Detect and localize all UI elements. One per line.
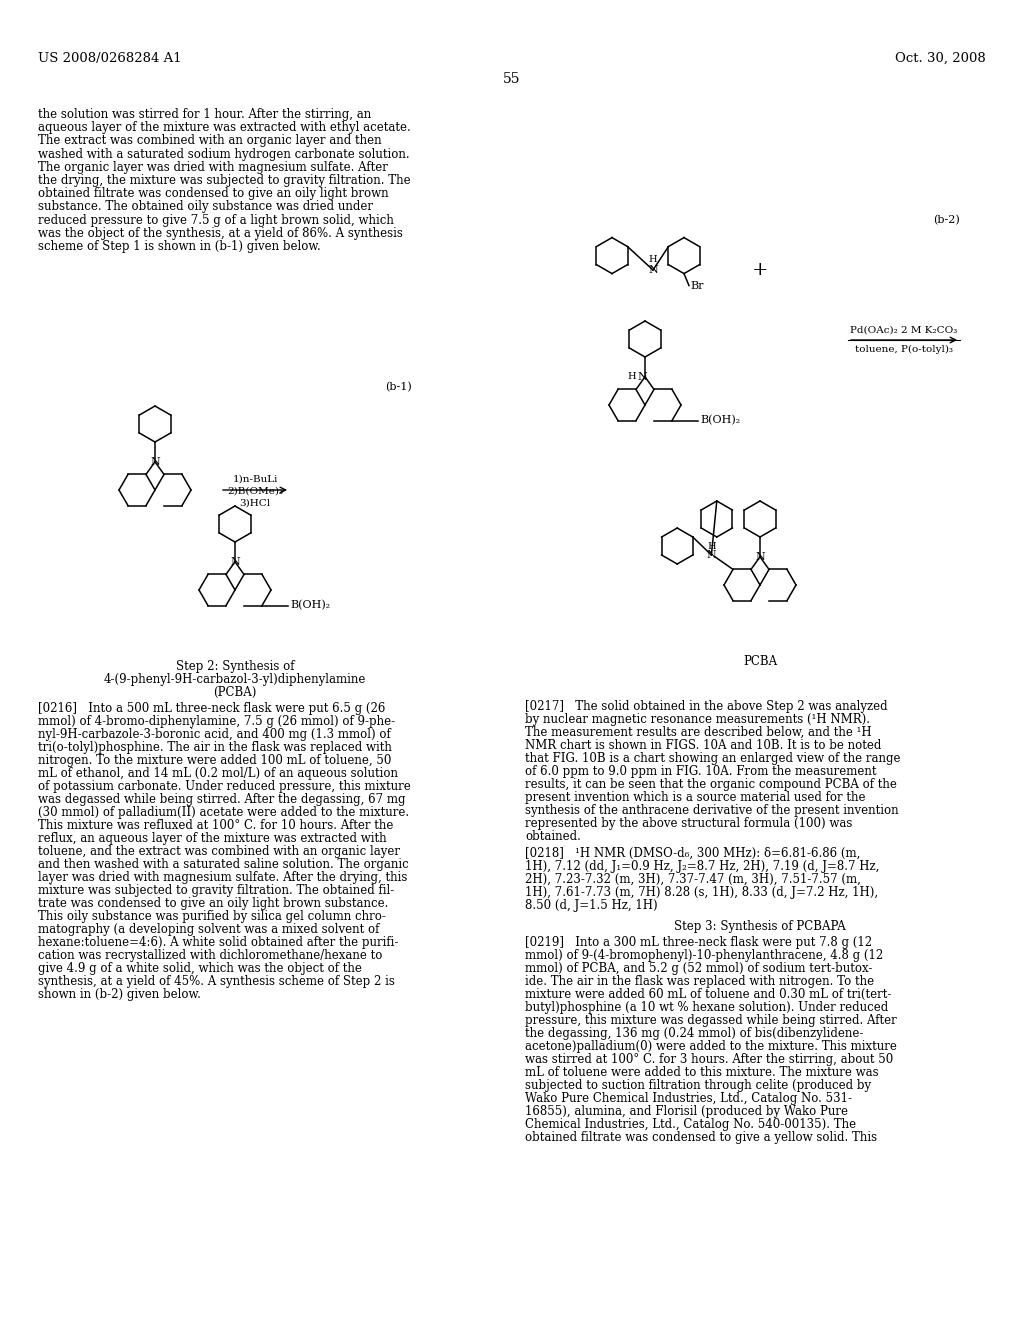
Text: mixture was subjected to gravity filtration. The obtained fil-: mixture was subjected to gravity filtrat… [38,884,394,898]
Text: ide. The air in the flask was replaced with nitrogen. To the: ide. The air in the flask was replaced w… [525,975,874,987]
Text: N: N [755,552,765,562]
Text: acetone)palladium(0) were added to the mixture. This mixture: acetone)palladium(0) were added to the m… [525,1040,897,1053]
Text: 2)B(OMe)₃: 2)B(OMe)₃ [227,487,283,496]
Text: obtained.: obtained. [525,830,581,843]
Text: 2H), 7.23-7.32 (m, 3H), 7.37-7.47 (m, 3H), 7.51-7.57 (m,: 2H), 7.23-7.32 (m, 3H), 7.37-7.47 (m, 3H… [525,873,861,886]
Text: substance. The obtained oily substance was dried under: substance. The obtained oily substance w… [38,201,373,214]
Text: 3)HCl: 3)HCl [240,499,270,508]
Text: [0217]   The solid obtained in the above Step 2 was analyzed: [0217] The solid obtained in the above S… [525,700,888,713]
Text: nyl-9H-carbazole-3-boronic acid, and 400 mg (1.3 mmol) of: nyl-9H-carbazole-3-boronic acid, and 400… [38,729,391,741]
Text: N: N [707,550,716,560]
Text: cation was recrystallized with dichloromethane/hexane to: cation was recrystallized with dichlorom… [38,949,382,962]
Text: Step 2: Synthesis of: Step 2: Synthesis of [176,660,294,673]
Text: The organic layer was dried with magnesium sulfate. After: The organic layer was dried with magnesi… [38,161,388,174]
Text: toluene, P(o-tolyl)₃: toluene, P(o-tolyl)₃ [855,345,953,354]
Text: N: N [230,557,240,566]
Text: tri(o-tolyl)phosphine. The air in the flask was replaced with: tri(o-tolyl)phosphine. The air in the fl… [38,741,392,754]
Text: H: H [628,372,636,381]
Text: nitrogen. To the mixture were added 100 mL of toluene, 50: nitrogen. To the mixture were added 100 … [38,754,391,767]
Text: washed with a saturated sodium hydrogen carbonate solution.: washed with a saturated sodium hydrogen … [38,148,410,161]
Text: present invention which is a source material used for the: present invention which is a source mate… [525,791,865,804]
Text: [0219]   Into a 300 mL three-neck flask were put 7.8 g (12: [0219] Into a 300 mL three-neck flask we… [525,936,872,949]
Text: B(OH)₂: B(OH)₂ [700,416,740,426]
Text: Br: Br [690,281,703,290]
Text: mL of toluene were added to this mixture. The mixture was: mL of toluene were added to this mixture… [525,1067,879,1078]
Text: trate was condensed to give an oily light brown substance.: trate was condensed to give an oily ligh… [38,898,388,909]
Text: 16855), alumina, and Florisil (produced by Wako Pure: 16855), alumina, and Florisil (produced … [525,1105,848,1118]
Text: was degassed while being stirred. After the degassing, 67 mg: was degassed while being stirred. After … [38,793,406,807]
Text: Wako Pure Chemical Industries, Ltd., Catalog No. 531-: Wako Pure Chemical Industries, Ltd., Cat… [525,1092,852,1105]
Text: hexane:toluene=4:6). A white solid obtained after the purifi-: hexane:toluene=4:6). A white solid obtai… [38,936,398,949]
Text: 8.50 (d, J=1.5 Hz, 1H): 8.50 (d, J=1.5 Hz, 1H) [525,899,657,912]
Text: (b-2): (b-2) [933,215,961,226]
Text: N: N [648,265,657,275]
Text: shown in (b-2) given below.: shown in (b-2) given below. [38,987,201,1001]
Text: synthesis of the anthracene derivative of the present invention: synthesis of the anthracene derivative o… [525,804,899,817]
Text: This mixture was refluxed at 100° C. for 10 hours. After the: This mixture was refluxed at 100° C. for… [38,818,393,832]
Text: obtained filtrate was condensed to give an oily light brown: obtained filtrate was condensed to give … [38,187,389,201]
Text: synthesis, at a yield of 45%. A synthesis scheme of Step 2 is: synthesis, at a yield of 45%. A synthesi… [38,975,395,987]
Text: aqueous layer of the mixture was extracted with ethyl acetate.: aqueous layer of the mixture was extract… [38,121,411,135]
Text: (30 mmol) of palladium(II) acetate were added to the mixture.: (30 mmol) of palladium(II) acetate were … [38,807,410,818]
Text: was the object of the synthesis, at a yield of 86%. A synthesis: was the object of the synthesis, at a yi… [38,227,402,240]
Text: The measurement results are described below, and the ¹H: The measurement results are described be… [525,726,871,739]
Text: mmol) of 4-bromo-diphenylamine, 7.5 g (26 mmol) of 9-phe-: mmol) of 4-bromo-diphenylamine, 7.5 g (2… [38,715,395,729]
Text: B(OH)₂: B(OH)₂ [290,601,330,611]
Text: the solution was stirred for 1 hour. After the stirring, an: the solution was stirred for 1 hour. Aft… [38,108,372,121]
Text: 1)n-BuLi: 1)n-BuLi [232,475,278,484]
Text: give 4.9 g of a white solid, which was the object of the: give 4.9 g of a white solid, which was t… [38,962,361,975]
Text: mixture were added 60 mL of toluene and 0.30 mL of tri(tert-: mixture were added 60 mL of toluene and … [525,987,891,1001]
Text: the drying, the mixture was subjected to gravity filtration. The: the drying, the mixture was subjected to… [38,174,411,187]
Text: mmol) of PCBA, and 5.2 g (52 mmol) of sodium tert-butox-: mmol) of PCBA, and 5.2 g (52 mmol) of so… [525,962,872,975]
Text: H: H [648,255,657,264]
Text: toluene, and the extract was combined with an organic layer: toluene, and the extract was combined wi… [38,845,400,858]
Text: (PCBA): (PCBA) [213,686,257,700]
Text: mL of ethanol, and 14 mL (0.2 mol/L) of an aqueous solution: mL of ethanol, and 14 mL (0.2 mol/L) of … [38,767,398,780]
Text: [0216]   Into a 500 mL three-neck flask were put 6.5 g (26: [0216] Into a 500 mL three-neck flask we… [38,702,385,715]
Text: that FIG. 10B is a chart showing an enlarged view of the range: that FIG. 10B is a chart showing an enla… [525,752,900,766]
Text: obtained filtrate was condensed to give a yellow solid. This: obtained filtrate was condensed to give … [525,1131,878,1144]
Text: the degassing, 136 mg (0.24 mmol) of bis(dibenzylidene-: the degassing, 136 mg (0.24 mmol) of bis… [525,1027,863,1040]
Text: Oct. 30, 2008: Oct. 30, 2008 [895,51,986,65]
Text: 1H), 7.61-7.73 (m, 7H) 8.28 (s, 1H), 8.33 (d, J=7.2 Hz, 1H),: 1H), 7.61-7.73 (m, 7H) 8.28 (s, 1H), 8.3… [525,886,879,899]
Text: of potassium carbonate. Under reduced pressure, this mixture: of potassium carbonate. Under reduced pr… [38,780,411,793]
Text: represented by the above structural formula (100) was: represented by the above structural form… [525,817,852,830]
Text: H: H [708,541,716,550]
Text: US 2008/0268284 A1: US 2008/0268284 A1 [38,51,181,65]
Text: subjected to suction filtration through celite (produced by: subjected to suction filtration through … [525,1078,871,1092]
Text: Pd(OAc)₂ 2 M K₂CO₃: Pd(OAc)₂ 2 M K₂CO₃ [850,326,957,335]
Text: PCBA: PCBA [743,655,777,668]
Text: by nuclear magnetic resonance measurements (¹H NMR).: by nuclear magnetic resonance measuremen… [525,713,870,726]
Text: scheme of Step 1 is shown in (b-1) given below.: scheme of Step 1 is shown in (b-1) given… [38,240,321,253]
Text: The extract was combined with an organic layer and then: The extract was combined with an organic… [38,135,382,148]
Text: butyl)phosphine (a 10 wt % hexane solution). Under reduced: butyl)phosphine (a 10 wt % hexane soluti… [525,1001,888,1014]
Text: matography (a developing solvent was a mixed solvent of: matography (a developing solvent was a m… [38,923,379,936]
Text: NMR chart is shown in FIGS. 10A and 10B. It is to be noted: NMR chart is shown in FIGS. 10A and 10B.… [525,739,882,752]
Text: +: + [752,261,768,279]
Text: [0218]   ¹H NMR (DMSO-d₆, 300 MHz): δ=6.81-6.86 (m,: [0218] ¹H NMR (DMSO-d₆, 300 MHz): δ=6.81… [525,847,860,861]
Text: of 6.0 ppm to 9.0 ppm in FIG. 10A. From the measurement: of 6.0 ppm to 9.0 ppm in FIG. 10A. From … [525,766,877,777]
Text: N: N [637,372,647,381]
Text: layer was dried with magnesium sulfate. After the drying, this: layer was dried with magnesium sulfate. … [38,871,408,884]
Text: (b-1): (b-1) [385,381,412,392]
Text: was stirred at 100° C. for 3 hours. After the stirring, about 50: was stirred at 100° C. for 3 hours. Afte… [525,1053,893,1067]
Text: 4-(9-phenyl-9H-carbazol-3-yl)diphenylamine: 4-(9-phenyl-9H-carbazol-3-yl)diphenylami… [103,673,367,686]
Text: mmol) of 9-(4-bromophenyl)-10-phenylanthracene, 4.8 g (12: mmol) of 9-(4-bromophenyl)-10-phenylanth… [525,949,884,962]
Text: and then washed with a saturated saline solution. The organic: and then washed with a saturated saline … [38,858,409,871]
Text: Chemical Industries, Ltd., Catalog No. 540-00135). The: Chemical Industries, Ltd., Catalog No. 5… [525,1118,856,1131]
Text: reflux, an aqueous layer of the mixture was extracted with: reflux, an aqueous layer of the mixture … [38,832,387,845]
Text: Step 3: Synthesis of PCBAPA: Step 3: Synthesis of PCBAPA [674,920,846,933]
Text: results, it can be seen that the organic compound PCBA of the: results, it can be seen that the organic… [525,777,897,791]
Text: reduced pressure to give 7.5 g of a light brown solid, which: reduced pressure to give 7.5 g of a ligh… [38,214,394,227]
Text: This oily substance was purified by silica gel column chro-: This oily substance was purified by sili… [38,909,386,923]
Text: pressure, this mixture was degassed while being stirred. After: pressure, this mixture was degassed whil… [525,1014,897,1027]
Text: N: N [151,457,160,467]
Text: 55: 55 [503,73,521,86]
Text: 1H), 7.12 (dd, J₁=0.9 Hz, J₂=8.7 Hz, 2H), 7.19 (d, J=8.7 Hz,: 1H), 7.12 (dd, J₁=0.9 Hz, J₂=8.7 Hz, 2H)… [525,861,880,873]
